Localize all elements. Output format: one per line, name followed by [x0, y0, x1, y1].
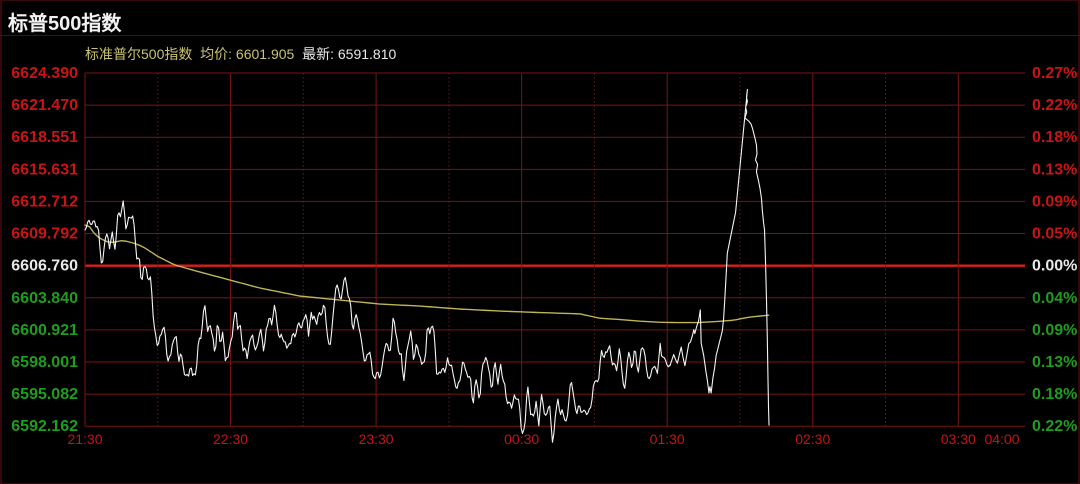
svg-text:0.22%: 0.22%	[1032, 97, 1077, 114]
svg-text:0.09%: 0.09%	[1032, 193, 1077, 210]
svg-text:6603.840: 6603.840	[11, 290, 78, 307]
svg-text:22:30: 22:30	[213, 431, 248, 447]
svg-text:0.04%: 0.04%	[1032, 290, 1077, 307]
svg-text:0.13%: 0.13%	[1032, 354, 1077, 371]
svg-text:01:30: 01:30	[650, 431, 685, 447]
svg-text:6621.470: 6621.470	[11, 97, 78, 114]
svg-text:6598.001: 6598.001	[11, 354, 78, 371]
svg-text:6606.760: 6606.760	[11, 258, 78, 275]
svg-text:0.18%: 0.18%	[1032, 129, 1077, 146]
svg-text:03:30: 03:30	[941, 431, 976, 447]
svg-text:6624.390: 6624.390	[11, 65, 78, 82]
svg-text:6609.792: 6609.792	[11, 226, 78, 243]
svg-text:0.13%: 0.13%	[1032, 161, 1077, 178]
svg-text:23:30: 23:30	[359, 431, 394, 447]
svg-text:0.00%: 0.00%	[1032, 258, 1077, 275]
svg-text:00:30: 00:30	[504, 431, 539, 447]
svg-text:0.22%: 0.22%	[1032, 418, 1077, 435]
svg-text:6595.082: 6595.082	[11, 386, 78, 403]
svg-text:04:00: 04:00	[984, 431, 1019, 447]
svg-text:6618.551: 6618.551	[11, 129, 78, 146]
svg-text:0.18%: 0.18%	[1032, 386, 1077, 403]
svg-text:02:30: 02:30	[795, 431, 830, 447]
svg-text:6615.631: 6615.631	[11, 161, 78, 178]
svg-text:6600.921: 6600.921	[11, 322, 78, 339]
svg-text:21:30: 21:30	[67, 431, 102, 447]
svg-text:6612.712: 6612.712	[11, 193, 78, 210]
svg-text:0.27%: 0.27%	[1032, 65, 1077, 82]
svg-text:0.09%: 0.09%	[1032, 322, 1077, 339]
svg-text:0.05%: 0.05%	[1032, 226, 1077, 243]
